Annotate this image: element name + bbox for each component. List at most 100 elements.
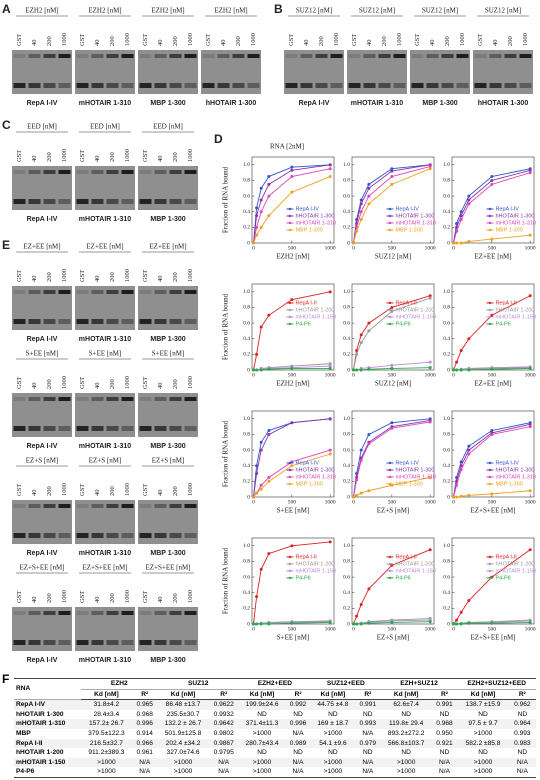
y-tick-label: 1.0 — [243, 289, 250, 295]
gel-band-bound — [169, 170, 182, 174]
gel-band-bound — [504, 54, 517, 58]
column-header: EZH2+SUZ12+EED — [457, 678, 536, 690]
rna-label: mHOTAIR 1-310 — [79, 443, 131, 450]
legend-label: RepA I-IV — [295, 460, 319, 466]
legend-marker — [488, 214, 492, 218]
gel-band-bound — [121, 611, 134, 615]
data-point — [355, 493, 359, 497]
gel-header: EZ+S [nM] — [152, 457, 185, 465]
rna-label: hHOTAIR 1-300 — [206, 100, 257, 107]
lane-label: 200 — [507, 36, 514, 46]
data-point — [290, 464, 294, 468]
table-cell: 379.5±122.3 — [88, 729, 125, 737]
lane-label: 40 — [94, 490, 101, 497]
gel-header: EZH2 [nM] — [214, 7, 247, 15]
gel-band-bound — [28, 170, 41, 174]
gel-band-free — [154, 426, 167, 431]
data-point — [255, 368, 259, 372]
data-point — [455, 618, 459, 622]
legend-marker — [488, 562, 492, 566]
x-tick-label: 1000 — [325, 372, 336, 378]
table-cell: >1000 — [457, 767, 509, 778]
gel-band-bound — [154, 170, 167, 174]
rna-label: RepA I-IV — [27, 550, 58, 557]
gel-band-free — [169, 533, 182, 538]
table-cell: >1000 — [380, 767, 432, 778]
data-point — [328, 175, 332, 179]
data-point — [359, 602, 363, 606]
x-tick-label: 0 — [452, 372, 455, 378]
table-cell: 31.8±4.2 — [80, 699, 132, 710]
data-point — [255, 214, 259, 218]
table-cell: 501.9±125.8 — [164, 729, 202, 737]
data-point — [267, 214, 271, 218]
gel-band-free — [13, 533, 26, 538]
data-point — [352, 622, 356, 626]
lane-label: 200 — [172, 379, 179, 389]
lane-label: 40 — [31, 40, 38, 47]
data-point — [390, 620, 394, 624]
table-cell: N/A — [131, 757, 158, 768]
data-point — [328, 163, 332, 167]
data-point — [367, 367, 371, 371]
lane-label: 1000 — [187, 269, 194, 282]
x-axis-label: EZH2 [nM] — [276, 380, 309, 388]
x-tick-label: 1000 — [425, 499, 436, 505]
data-point — [490, 367, 494, 371]
legend-marker — [288, 228, 292, 232]
y-tick-label: 0 — [447, 367, 450, 373]
x-tick-label: 0 — [252, 499, 255, 505]
gel-band-free — [58, 640, 71, 645]
lane-label: 200 — [172, 36, 179, 46]
table-cell: 119.8± 29.4 — [380, 719, 432, 729]
data-point — [259, 210, 263, 214]
y-tick-label: 0.8 — [343, 305, 350, 311]
gel-band-free — [169, 199, 182, 204]
column-header: EZH2+EED — [238, 678, 311, 690]
x-tick-label: 0 — [252, 245, 255, 251]
data-point — [459, 610, 463, 614]
gel-band-bound — [519, 54, 532, 58]
gel-band-bound — [184, 611, 197, 615]
data-point — [352, 495, 356, 499]
data-point — [267, 552, 271, 556]
x-tick-label: 0 — [252, 626, 255, 632]
data-point — [255, 225, 259, 229]
y-tick-label: 0.4 — [443, 336, 450, 342]
data-point — [255, 491, 259, 495]
legend-marker — [288, 562, 292, 566]
table-cell: N/A — [208, 757, 239, 768]
table-cell: >1000 — [80, 757, 132, 768]
data-point — [328, 452, 332, 456]
data-point — [290, 190, 294, 194]
data-point — [452, 622, 456, 626]
data-point — [390, 175, 394, 179]
table-cell: 0.983 — [508, 738, 536, 749]
table-cell: 371.4±11.3 — [238, 719, 286, 729]
legend-label: hHOTAIR 1-200 — [495, 307, 534, 313]
data-point — [355, 348, 359, 352]
gel-band-bound — [43, 170, 56, 174]
gel-band-free — [58, 533, 71, 538]
gel-header: SUZ12 [nM] — [422, 7, 458, 15]
table-cell: 0.991 — [354, 699, 381, 710]
panel-label: E — [2, 238, 10, 252]
curve — [453, 172, 531, 244]
legend-label: P4-P6 — [295, 321, 310, 327]
rna-label: RepA I-IV — [27, 336, 58, 343]
gel-band-free — [363, 83, 376, 88]
gel-band-free — [13, 319, 26, 324]
legend-label: MBP 1-300 — [395, 481, 422, 487]
lane-label: 40 — [220, 40, 227, 47]
data-point — [367, 182, 371, 186]
y-tick-label: 1.0 — [343, 416, 350, 422]
legend-marker — [288, 461, 292, 465]
data-point — [528, 425, 532, 429]
data-point — [528, 489, 532, 493]
legend-label: hHOTAIR 1-200 — [395, 307, 434, 313]
x-tick-label: 500 — [388, 245, 397, 251]
data-point — [359, 198, 363, 202]
gel-band-free — [121, 199, 134, 204]
x-axis-label: EZ+EE [nM] — [474, 380, 511, 388]
